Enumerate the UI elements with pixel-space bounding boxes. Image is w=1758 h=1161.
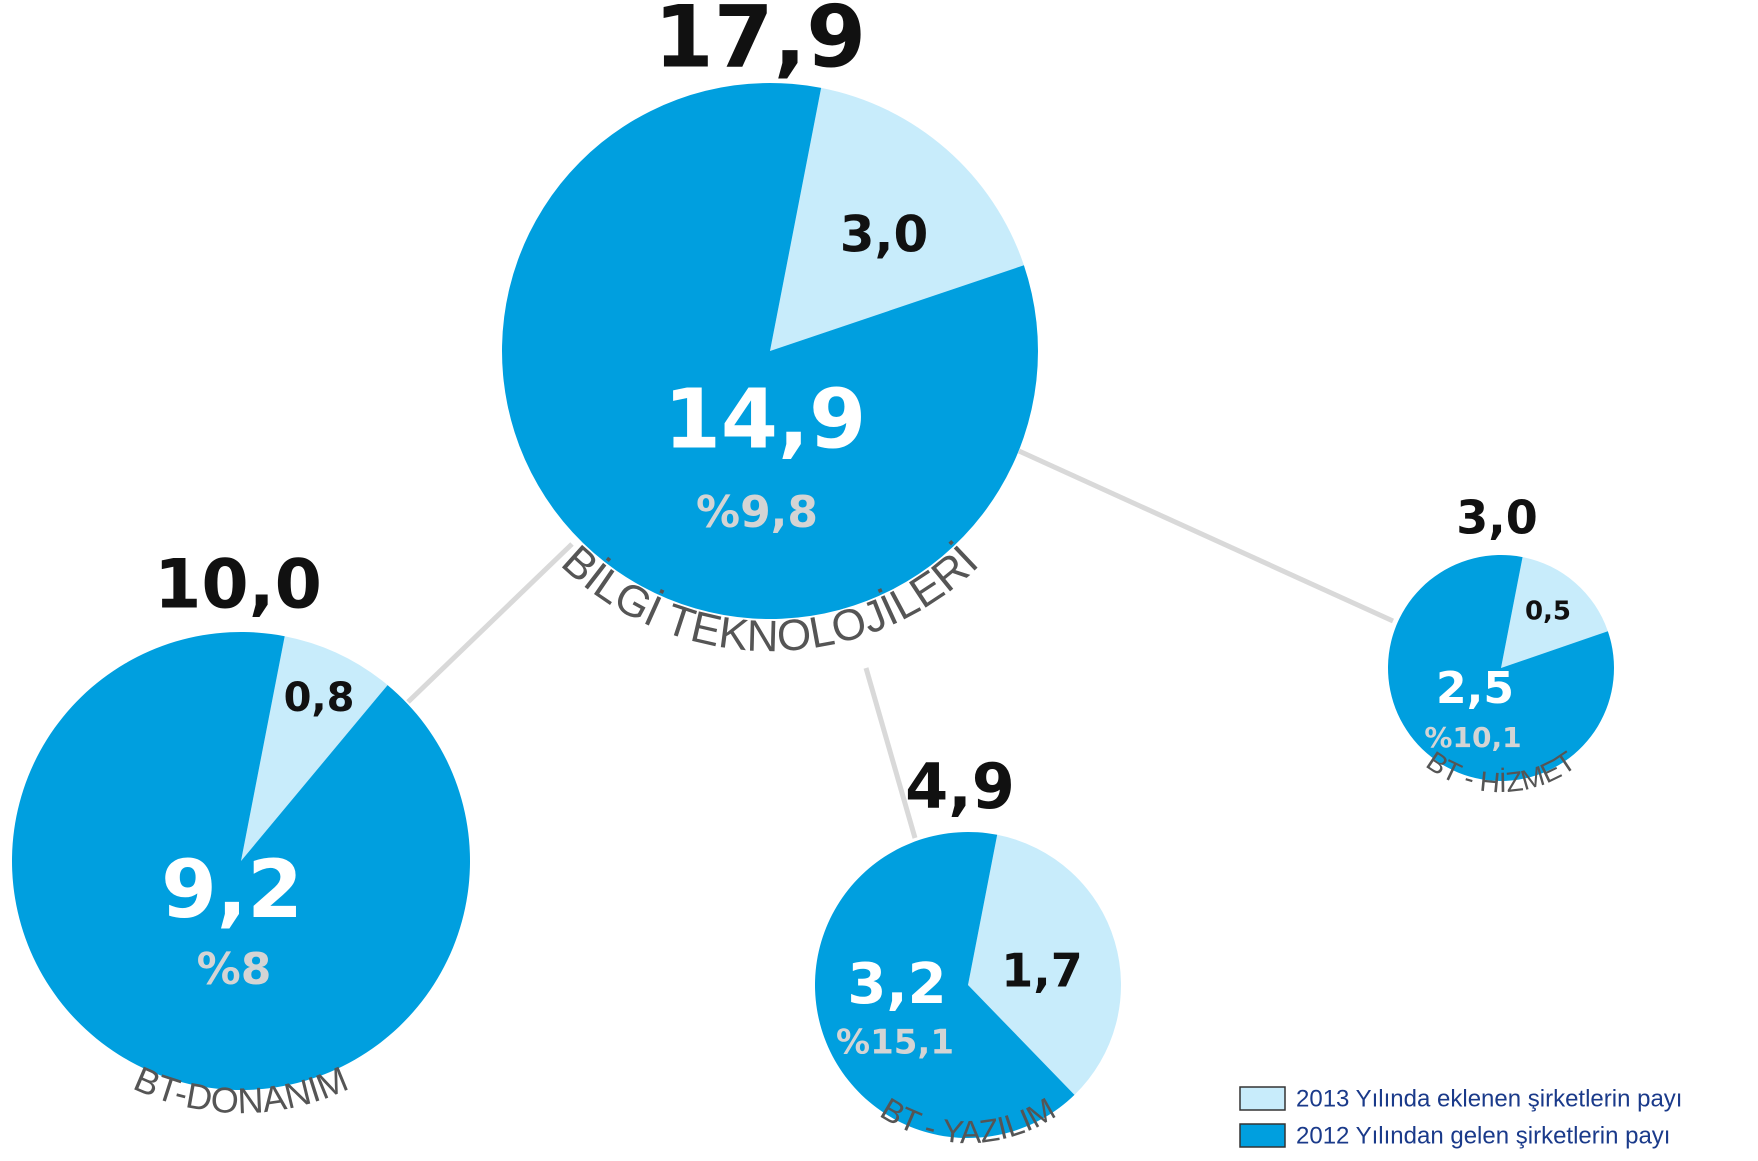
legend-swatch xyxy=(1239,1123,1286,1148)
value-label: 0,5 xyxy=(1525,597,1571,627)
value-label: 2,5 xyxy=(1436,663,1514,714)
change-label: %9,8 xyxy=(696,487,818,538)
value-label: 9,2 xyxy=(161,843,303,936)
connector xyxy=(863,667,918,839)
legend-label: 2012 Yılından gelen şirketlerin payı xyxy=(1296,1122,1670,1149)
value-label: 14,9 xyxy=(664,372,866,467)
legend: 2013 Yılında eklenen şirketlerin payı 201… xyxy=(1239,1085,1682,1149)
pie-slice xyxy=(502,82,1038,619)
value-label: 3,2 xyxy=(847,952,946,1017)
pie-slice xyxy=(1387,555,1614,782)
value-label: 1,7 xyxy=(1001,944,1083,998)
total-label: 17,9 xyxy=(654,0,866,87)
change-label: %15,1 xyxy=(836,1023,954,1063)
connectors xyxy=(406,448,1395,839)
value-label: 3,0 xyxy=(840,206,929,264)
total-label: 10,0 xyxy=(154,546,322,625)
pie-slice xyxy=(12,632,471,1090)
value-label: 0,8 xyxy=(284,675,355,721)
connector xyxy=(1017,448,1395,624)
pie-slice xyxy=(815,832,1075,1138)
change-label: %10,1 xyxy=(1424,721,1521,754)
total-label: 3,0 xyxy=(1456,491,1538,545)
total-label: 4,9 xyxy=(905,750,1015,823)
legend-label: 2013 Yılında eklenen şirketlerin payı xyxy=(1296,1085,1682,1112)
connector xyxy=(406,542,574,704)
pie-slice xyxy=(241,636,388,861)
pie-slice xyxy=(1501,557,1608,668)
change-label: %8 xyxy=(197,944,272,995)
pie-slice xyxy=(968,834,1121,1095)
pie-slice xyxy=(770,87,1024,351)
legend-swatch xyxy=(1239,1086,1286,1111)
